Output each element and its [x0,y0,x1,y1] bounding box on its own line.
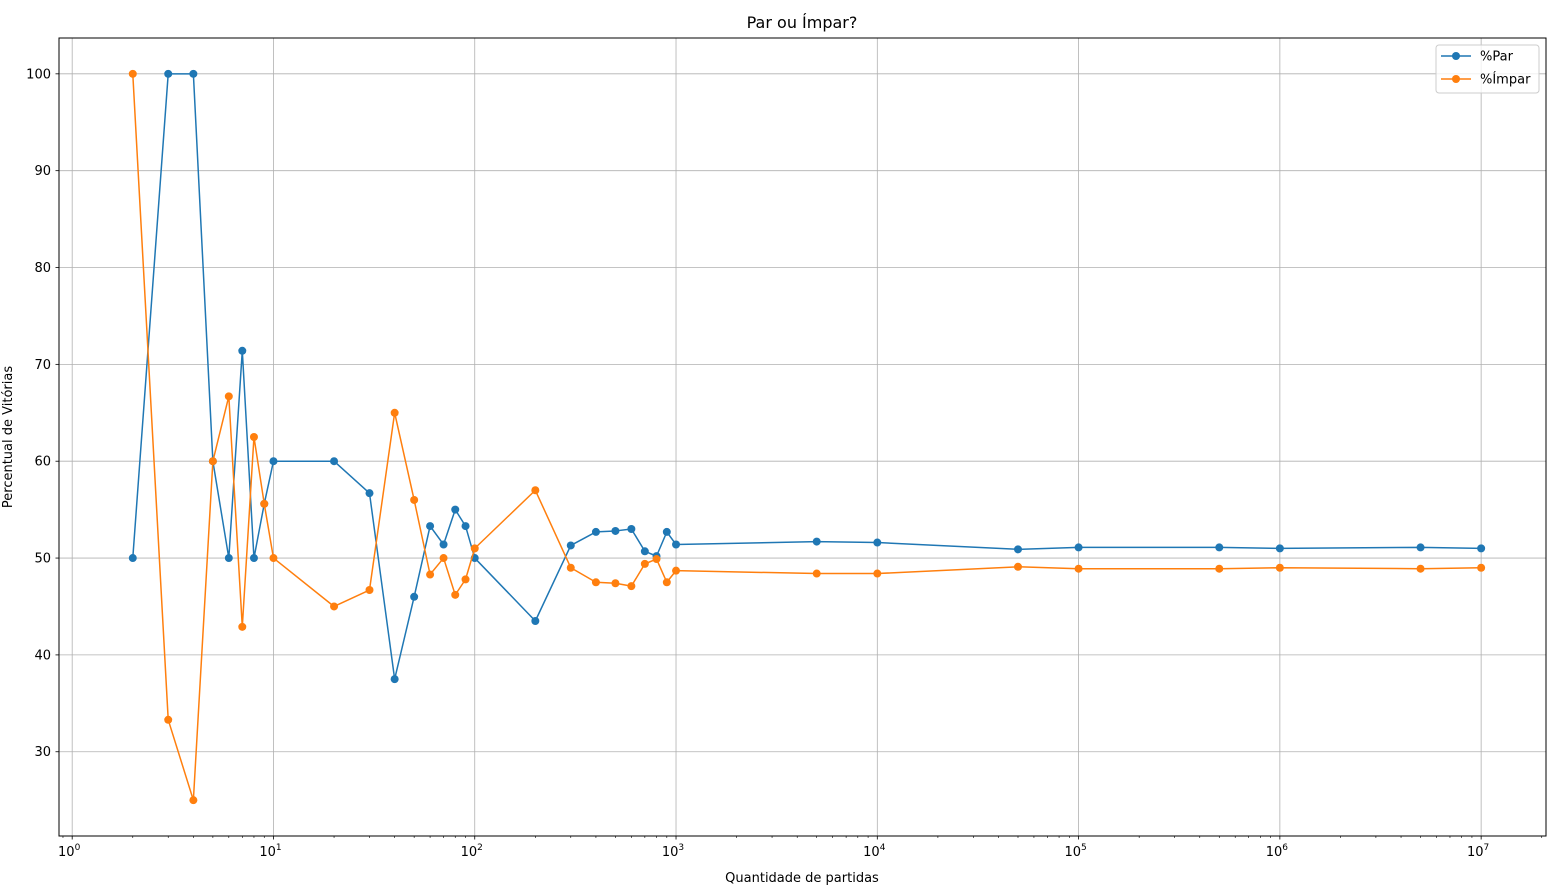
data-point [1215,543,1224,552]
data-point [627,525,636,534]
data-point [439,540,448,549]
data-point [189,69,198,78]
x-axis-ticks: 100 101 102 103 104 105 106 107 [58,836,1489,860]
data-point [164,715,173,724]
data-point [365,489,374,498]
data-point [269,457,278,466]
data-point [1477,544,1486,553]
data-point [1477,563,1486,572]
data-point [1275,544,1284,553]
series-impar [128,69,1486,805]
data-point [238,346,247,355]
data-point [652,555,661,564]
data-point [470,544,479,553]
data-point [330,602,339,611]
data-point [640,547,649,556]
data-point [662,527,671,536]
data-point [1013,545,1022,554]
series-layer [128,69,1486,805]
data-point [269,554,278,563]
data-point [672,566,681,575]
data-point [439,554,448,563]
data-point [224,554,233,563]
data-point [128,554,137,563]
data-point [249,433,258,441]
y-tick-label: 90 [34,164,51,179]
data-point [461,522,470,531]
legend-box [1435,44,1540,94]
data-point [224,392,233,401]
y-tick-label: 40 [34,648,51,663]
data-point [451,590,460,599]
data-point [410,592,419,601]
plot-frame [58,37,1547,837]
data-point [611,526,620,535]
legend: %Par %Ímpar [1435,44,1540,94]
data-point [566,541,575,550]
data-point [1013,562,1022,571]
y-tick-label: 30 [34,745,51,760]
data-point [591,527,600,536]
data-point [812,569,821,578]
data-point [189,796,198,805]
y-tick-label: 80 [34,261,51,276]
data-point [128,69,137,78]
data-point [390,675,399,684]
y-tick-label: 60 [34,455,51,470]
data-point [1074,564,1083,573]
data-point [1416,543,1425,552]
y-axis-ticks: 30 40 50 60 70 80 90 100 [26,67,59,760]
y-tick-label: 50 [34,552,51,567]
data-point [451,505,460,514]
legend-marker-impar [1452,75,1460,83]
data-point [640,559,649,568]
data-point [566,563,575,572]
data-point [591,578,600,587]
y-tick-label: 100 [26,67,51,82]
x-axis-label: Quantidade de partidas [725,871,879,886]
data-point [365,586,374,595]
data-point [461,575,470,584]
data-point [1074,543,1083,552]
data-point [627,582,636,591]
data-point [873,569,882,578]
data-point [672,540,681,549]
data-point [531,617,540,626]
data-point [426,522,435,531]
data-point [611,579,620,588]
y-axis-label: Percentual de Vitórias [1,366,16,508]
data-point [330,457,339,466]
y-tick-label: 70 [34,358,51,373]
data-point [1215,564,1224,573]
data-point [208,457,217,466]
data-point [1275,563,1284,572]
legend-label-par: %Par [1480,50,1514,65]
data-point [410,495,419,504]
data-point [873,538,882,547]
chart-title: Par ou Ímpar? [747,13,858,32]
legend-label-impar: %Ímpar [1480,72,1531,88]
data-point [812,537,821,546]
data-point [260,499,269,508]
data-point [390,408,399,417]
data-point [249,554,258,563]
data-point [426,570,435,579]
data-point [662,578,671,587]
data-point [1416,564,1425,573]
data-point [531,486,540,495]
data-point [238,622,247,631]
legend-marker-par [1452,52,1460,60]
data-point [164,69,173,78]
